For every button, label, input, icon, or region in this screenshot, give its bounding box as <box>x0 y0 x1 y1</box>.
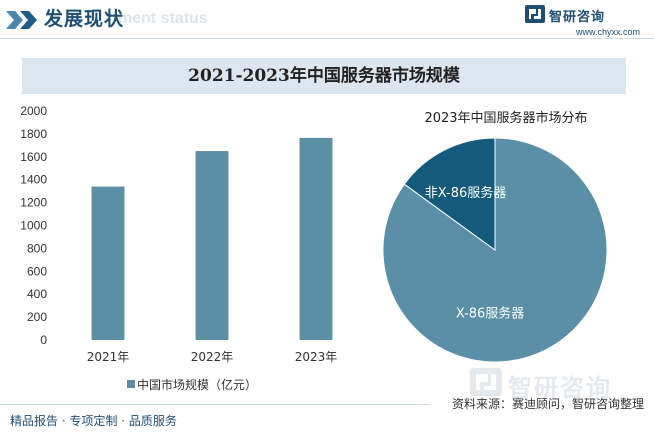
header-title: 发展现状 <box>44 8 125 30</box>
watermark-text: 智研咨询 <box>508 374 612 402</box>
page-header: ment status 发展现状 <box>0 0 654 46</box>
header-divider <box>0 38 654 39</box>
footer-tagline: 精品报告 · 专项定制 · 品质服务 <box>10 414 177 428</box>
brand-url: www.chyxx.com <box>575 27 640 37</box>
y-tick-label-6: 1200 <box>20 196 47 210</box>
y-tick-label-10: 2000 <box>20 104 47 118</box>
x-tick-label-1: 2022年 <box>191 350 234 364</box>
y-tick-label-4: 800 <box>27 241 47 255</box>
header-subtitle-en: ment status <box>118 10 208 27</box>
y-tick-label-1: 200 <box>27 310 47 324</box>
watermark-logo-icon <box>470 368 502 396</box>
chart-title-banner: 2021-2023年中国服务器市场规模 <box>22 58 626 94</box>
y-tick-label-3: 600 <box>27 264 47 278</box>
bar-chart: 0 200 400 600 800 1000 1200 1400 1600 1800 2000 202… <box>20 104 338 364</box>
page-footer: 精品报告 · 专项定制 · 品质服务 <box>0 406 654 433</box>
double-chevron-icon <box>6 11 37 29</box>
pie-label-0: X-86服务器 <box>456 306 525 322</box>
source-note: 资料来源：赛迪顾问，智研咨询整理 <box>451 397 644 411</box>
y-tick-label-9: 1800 <box>20 127 47 141</box>
footer-divider <box>0 404 430 405</box>
x-tick-label-2: 2023年 <box>295 350 338 364</box>
bar-2022年 <box>195 151 229 340</box>
brand-block: 智研咨询 www.chyxx.com <box>525 4 640 40</box>
brand-name: 智研咨询 <box>549 10 606 25</box>
pie-title: 2023年中国服务器市场分布 <box>424 110 587 126</box>
pie-chart: 2023年中国服务器市场分布 X-86服务器 非X-86服务器 <box>382 110 608 363</box>
pie-label-1: 非X-86服务器 <box>425 185 507 201</box>
y-tick-label-8: 1600 <box>20 150 47 164</box>
bar-2021年 <box>91 186 125 340</box>
bar-2023年 <box>299 137 333 340</box>
y-tick-label-0: 0 <box>40 333 47 347</box>
legend-label: 中国市场规模（亿元） <box>137 378 258 392</box>
y-tick-label-7: 1400 <box>20 173 47 187</box>
y-tick-label-5: 1000 <box>20 219 47 233</box>
brand-logo-icon <box>525 5 545 23</box>
y-tick-label-2: 400 <box>27 287 47 301</box>
x-tick-label-0: 2021年 <box>87 350 130 364</box>
chart-main-title: 2021-2023年中国服务器市场规模 <box>188 66 460 86</box>
pie-slice-非X-86服务器 <box>403 137 496 251</box>
legend-swatch <box>127 380 135 388</box>
